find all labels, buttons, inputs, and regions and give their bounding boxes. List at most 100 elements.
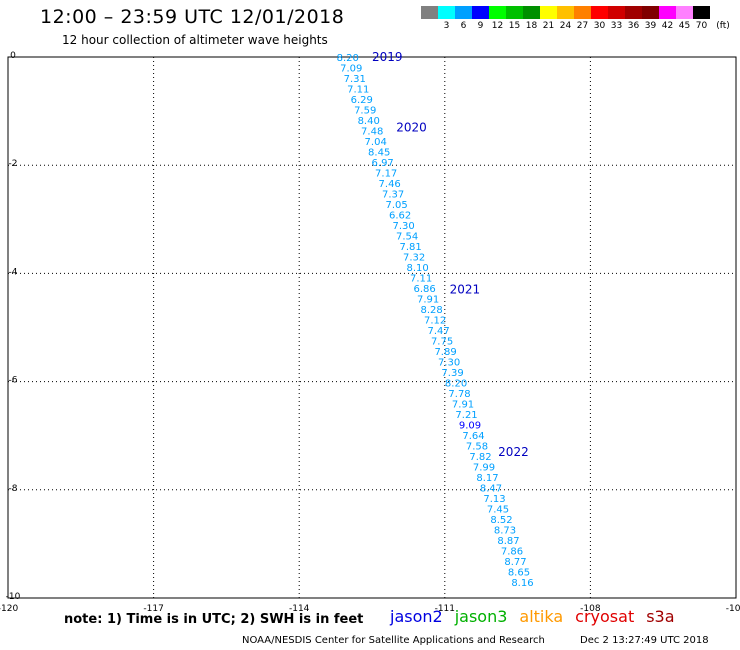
time-label: 2022 <box>498 445 529 459</box>
legend-label: 12 <box>491 21 504 31</box>
legend-label: 3 <box>443 21 450 31</box>
legend-label: 39 <box>644 21 657 31</box>
x-tick-label: -105 <box>726 604 740 614</box>
wave-height-label: 7.30 <box>393 221 415 232</box>
y-tick-label: 0 <box>10 51 16 61</box>
wave-height-label: 8.52 <box>490 515 512 526</box>
wave-height-label: 7.47 <box>427 326 449 337</box>
legend-label: 33 <box>610 21 623 31</box>
legend-label: 36 <box>627 21 640 31</box>
satellite-legend: jason2 jason3 altika cryosat s3a <box>390 607 675 626</box>
wave-height-label: 7.59 <box>354 105 376 116</box>
wave-height-label: 8.17 <box>476 473 498 484</box>
legend-swatch <box>676 6 693 19</box>
time-label: 2020 <box>396 120 427 134</box>
legend-label: 24 <box>559 21 572 31</box>
wave-height-label: 7.11 <box>347 84 369 95</box>
legend-labels: 3 6 9 12 15 18 21 24 27 30 33 36 39 42 45 70 (ft) <box>421 21 736 31</box>
satellite-s3a: s3a <box>646 607 675 626</box>
legend-unit: (ft) <box>716 21 730 31</box>
wave-height-label: 7.04 <box>365 137 387 148</box>
legend-swatch <box>659 6 676 19</box>
wave-height-label: 7.21 <box>455 410 477 421</box>
satellite-jason3: jason3 <box>454 607 508 626</box>
legend-swatch <box>438 6 455 19</box>
wave-height-label: 7.39 <box>441 368 463 379</box>
time-label: 2021 <box>450 283 481 297</box>
wave-height-label: 7.91 <box>417 294 439 305</box>
x-tick-label: -114 <box>289 604 310 614</box>
legend-label: 6 <box>460 21 467 31</box>
satellite-jason2: jason2 <box>390 607 443 626</box>
wave-height-label: 7.31 <box>344 74 366 85</box>
legend-swatch <box>608 6 625 19</box>
color-legend: 3 6 9 12 15 18 21 24 27 30 33 36 39 42 45 70 (ft) <box>421 6 736 31</box>
plot-frame <box>7 56 737 599</box>
wave-height-label: 6.62 <box>389 210 411 221</box>
wave-height-label: 7.58 <box>466 441 488 452</box>
satellite-altika: altika <box>519 607 564 626</box>
legend-swatch <box>472 6 489 19</box>
legend-label: 27 <box>576 21 589 31</box>
satellite-cryosat: cryosat <box>575 607 635 626</box>
wave-height-label: 7.81 <box>399 242 421 253</box>
x-tick-label: -108 <box>580 604 601 614</box>
legend-label: 42 <box>661 21 674 31</box>
y-tick-label: -2 <box>9 159 18 169</box>
wave-height-label: 6.86 <box>413 284 435 295</box>
wave-height-label: 8.40 <box>358 116 380 127</box>
legend-swatch <box>693 6 710 19</box>
legend-swatch <box>489 6 506 19</box>
legend-label: 45 <box>678 21 691 31</box>
legend-swatches <box>421 6 736 19</box>
wave-height-label: 8.77 <box>504 557 526 568</box>
wave-height-label: 8.45 <box>368 147 390 158</box>
wave-height-label: 7.64 <box>462 431 484 442</box>
wave-height-label: 7.54 <box>396 231 418 242</box>
legend-label: 30 <box>593 21 606 31</box>
legend-swatch <box>506 6 523 19</box>
y-tick-label: -8 <box>9 484 18 494</box>
legend-swatch <box>574 6 591 19</box>
y-tick-label: -4 <box>9 267 18 277</box>
legend-label: 15 <box>508 21 521 31</box>
wave-height-label: 7.12 <box>424 315 446 326</box>
footer-note: note: 1) Time is in UTC; 2) SWH is in fe… <box>64 612 364 627</box>
wave-height-label: 7.78 <box>448 389 470 400</box>
legend-label: 21 <box>542 21 555 31</box>
time-label: 2019 <box>372 50 403 64</box>
legend-swatch <box>625 6 642 19</box>
wave-height-label: 9.09 <box>459 420 481 431</box>
wave-height-label: 7.11 <box>410 273 432 284</box>
wave-height-label: 7.17 <box>375 168 397 179</box>
wave-height-label: 8.10 <box>406 263 428 274</box>
legend-swatch <box>421 6 438 19</box>
wave-height-label: 8.73 <box>494 525 516 536</box>
wave-height-label: 8.16 <box>511 578 533 589</box>
wave-height-label: 7.05 <box>386 200 408 211</box>
wave-height-label: 7.45 <box>487 504 509 515</box>
wave-height-label: 7.46 <box>379 179 401 190</box>
wave-height-label: 7.75 <box>431 336 453 347</box>
wave-height-label: 8.28 <box>420 305 442 316</box>
wave-height-label: 8.47 <box>480 483 502 494</box>
wave-height-label: 7.91 <box>452 399 474 410</box>
legend-swatch <box>540 6 557 19</box>
wave-height-label: 8.65 <box>508 567 530 578</box>
wave-height-label: 7.09 <box>340 63 362 74</box>
x-tick-label: -117 <box>143 604 163 614</box>
wave-height-label: 7.86 <box>501 546 523 557</box>
wave-height-label: 7.37 <box>382 189 404 200</box>
chart-subtitle: 12 hour collection of altimeter wave hei… <box>62 33 328 47</box>
wave-height-label: 6.29 <box>351 95 373 106</box>
credit-text: NOAA/NESDIS Center for Satellite Applica… <box>242 635 545 646</box>
x-tick-label: -120 <box>0 604 18 614</box>
wave-height-label: 7.99 <box>473 462 495 473</box>
wave-height-label: 7.48 <box>361 126 383 137</box>
chart-title: 12:00 – 23:59 UTC 12/01/2018 <box>40 6 345 28</box>
legend-swatch <box>523 6 540 19</box>
legend-swatch <box>591 6 608 19</box>
wave-height-label: 7.89 <box>434 347 456 358</box>
wave-height-label: 7.13 <box>483 494 505 505</box>
